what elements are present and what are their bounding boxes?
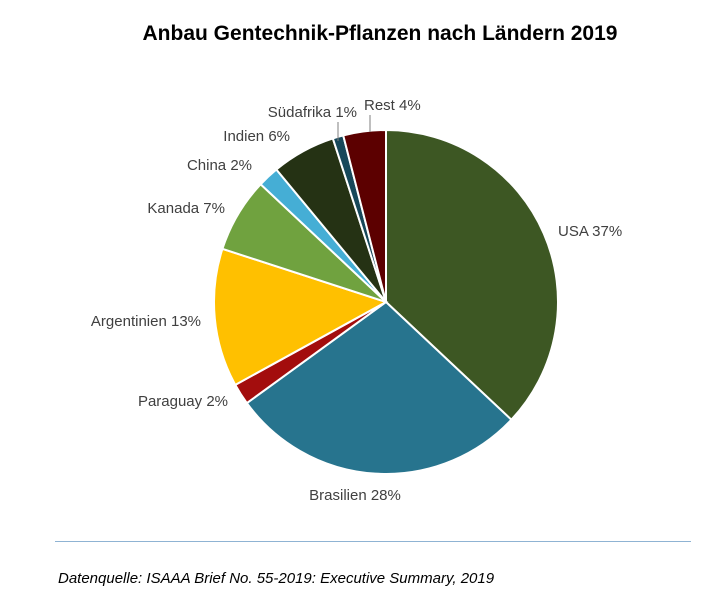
pie-slice-usa	[385, 128, 559, 422]
pie-slice-argentinien	[213, 247, 389, 387]
data-label-kanada: Kanada 7%	[147, 200, 225, 217]
divider	[55, 541, 691, 542]
data-label-argentinien: Argentinien 13%	[91, 313, 201, 330]
pie-slice-brasilien	[245, 300, 513, 475]
data-label-indien: Indien 6%	[223, 128, 290, 145]
source-note: Datenquelle: ISAAA Brief No. 55-2019: Ex…	[58, 570, 495, 587]
data-label-china: China 2%	[187, 157, 252, 174]
chart-title: Anbau Gentechnik-Pflanzen nach Ländern 2…	[142, 22, 618, 45]
data-label-südafrika: Südafrika 1%	[268, 104, 357, 121]
data-label-paraguay: Paraguay 2%	[138, 393, 228, 410]
data-label-rest: Rest 4%	[364, 97, 421, 114]
data-label-usa: USA 37%	[558, 223, 622, 240]
data-label-brasilien: Brasilien 28%	[309, 487, 401, 504]
pie-slice-rest	[342, 128, 387, 303]
